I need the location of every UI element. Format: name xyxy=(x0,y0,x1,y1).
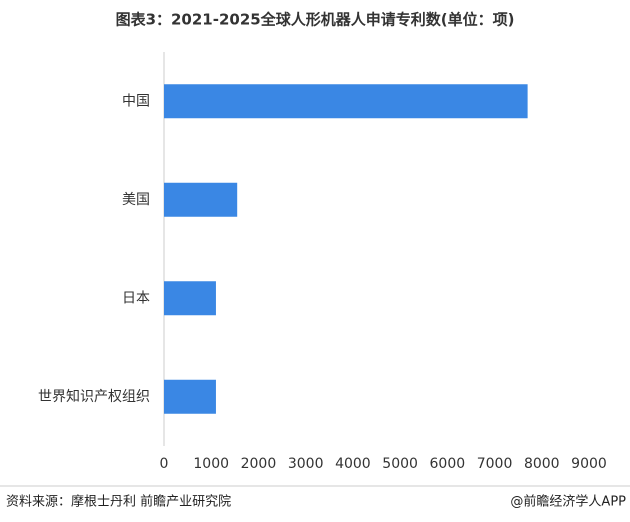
bar xyxy=(164,182,238,217)
x-tick-label: 3000 xyxy=(288,456,324,472)
x-tick-label: 9000 xyxy=(571,456,607,472)
y-tick-label: 日本 xyxy=(122,290,150,306)
chart-title: 图表3：2021-2025全球人形机器人申请专利数(单位：项) xyxy=(116,11,515,29)
x-tick-label: 1000 xyxy=(193,456,229,472)
y-tick-label: 美国 xyxy=(122,192,150,208)
credit: @前瞻经济学人APP xyxy=(510,494,626,510)
y-tick-label: 世界知识产权组织 xyxy=(38,388,150,405)
source: 资料来源：摩根士丹利 前瞻产业研究院 xyxy=(6,494,231,510)
x-tick-label: 4000 xyxy=(335,456,371,472)
x-tick-label: 8000 xyxy=(524,456,560,472)
bar xyxy=(164,84,528,119)
bar xyxy=(164,281,216,316)
x-tick-label: 5000 xyxy=(382,456,418,472)
x-tick-label: 0 xyxy=(160,456,169,472)
y-tick-label: 中国 xyxy=(122,93,150,109)
x-tick-label: 6000 xyxy=(430,456,466,472)
x-tick-label: 7000 xyxy=(477,456,513,472)
bar xyxy=(164,379,216,414)
x-tick-label: 2000 xyxy=(241,456,277,472)
